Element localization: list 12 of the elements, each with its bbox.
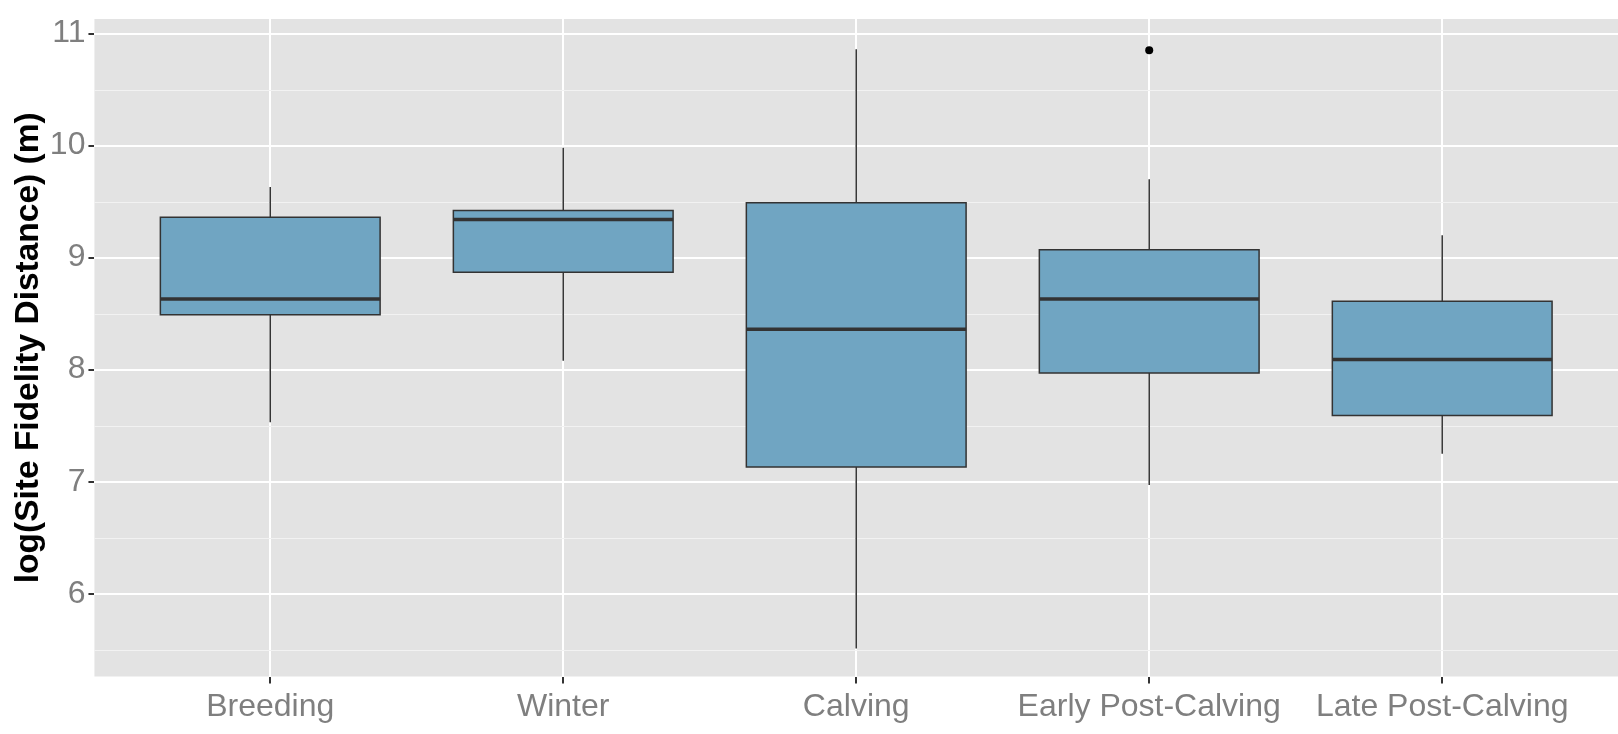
x-tick-label: Winter bbox=[517, 686, 610, 723]
y-tick-label: 11 bbox=[52, 13, 86, 50]
x-tick-label: Late Post-Calving bbox=[1315, 686, 1569, 723]
y-tick-label: 7 bbox=[67, 461, 86, 498]
x-tick-label: Early Post-Calving bbox=[1017, 686, 1281, 723]
x-tick-label: Breeding bbox=[206, 686, 335, 723]
x-tick-label: Calving bbox=[802, 686, 910, 723]
y-tick-label: 9 bbox=[67, 237, 86, 274]
y-tick-label: 8 bbox=[67, 349, 86, 386]
y-tick-label: 6 bbox=[67, 573, 86, 610]
y-tick-label: 10 bbox=[49, 125, 86, 162]
y-axis-title: log(Site Fidelity Distance) (m) bbox=[7, 112, 45, 584]
